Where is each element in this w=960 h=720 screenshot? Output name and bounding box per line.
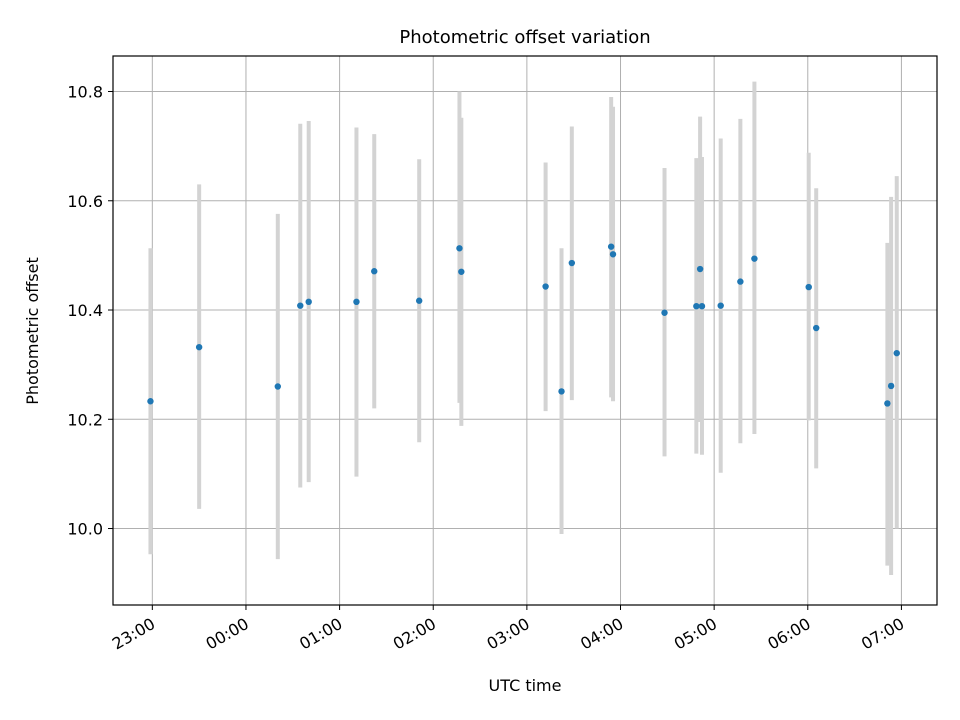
y-tick-label: 10.6 <box>67 192 103 211</box>
data-point <box>297 302 304 309</box>
data-point <box>147 398 154 405</box>
data-point <box>415 297 423 304</box>
chart-title: Photometric offset variation <box>399 27 650 48</box>
y-tick-label: 10.4 <box>67 301 103 320</box>
y-axis-label: Photometric offset <box>23 257 42 405</box>
data-point <box>353 298 360 306</box>
data-point <box>558 388 565 395</box>
data-point <box>884 400 891 407</box>
data-point <box>568 259 576 267</box>
y-tick-label: 10.8 <box>67 83 103 102</box>
data-point <box>607 243 615 250</box>
data-point <box>458 268 465 275</box>
data-point <box>696 265 704 273</box>
data-point <box>805 283 812 291</box>
data-point <box>751 255 758 262</box>
data-point <box>661 309 668 316</box>
data-point <box>305 298 312 306</box>
data-point <box>893 349 900 357</box>
data-point <box>717 302 724 309</box>
data-point <box>542 283 549 290</box>
data-points <box>147 243 900 407</box>
data-point <box>698 302 706 310</box>
grid <box>113 56 937 605</box>
y-tick-label: 10.0 <box>67 520 103 539</box>
data-point <box>693 302 700 310</box>
data-point <box>195 343 203 351</box>
data-point <box>274 383 281 390</box>
data-point <box>737 278 744 285</box>
data-point <box>813 324 820 332</box>
data-point <box>371 268 378 275</box>
y-tick-label: 10.2 <box>67 410 103 429</box>
x-axis-label: UTC time <box>489 676 562 695</box>
y-axis: 10.0 10.2 10.4 10.6 10.8 <box>67 83 113 539</box>
data-point <box>887 382 895 390</box>
plot-frame <box>112 55 938 606</box>
data-point <box>609 251 617 258</box>
data-point <box>456 245 463 252</box>
